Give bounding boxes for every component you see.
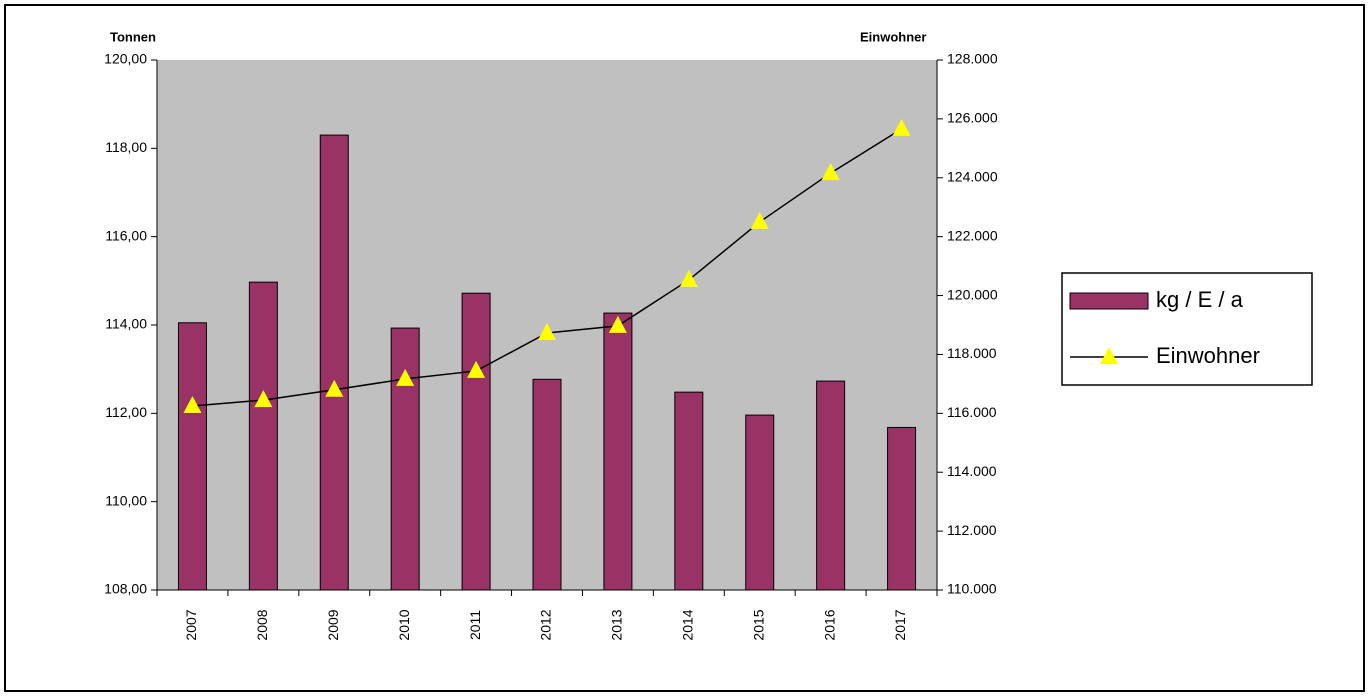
legend-marker (1100, 347, 1118, 364)
marker (538, 322, 556, 340)
bar (745, 414, 775, 591)
y-axis-title: Tonnen (110, 29, 156, 44)
legend-label: kg / E / a (1156, 287, 1244, 312)
x-tick-label: 2013 (609, 609, 625, 640)
x-tick-label: 2014 (680, 609, 696, 640)
x-tick-label: 2010 (396, 609, 412, 640)
marker (254, 390, 273, 408)
y2-tick-label: 110.000 (947, 581, 997, 597)
y2-axis-title: Einwohner (860, 29, 926, 44)
y-tick-label: 120,00 (104, 51, 147, 67)
marker (821, 163, 840, 181)
bar (887, 426, 917, 591)
bar (177, 322, 207, 591)
bar (461, 292, 491, 591)
y-tick-label: 112,00 (105, 404, 147, 420)
bar (816, 380, 846, 591)
marker (892, 118, 911, 136)
bar (674, 391, 704, 591)
bar (603, 312, 633, 591)
marker (750, 211, 769, 229)
y2-tick-label: 128.000 (947, 51, 998, 67)
x-tick-label: 2008 (254, 609, 270, 640)
bar (319, 134, 349, 591)
y2-tick-label: 120.000 (947, 286, 998, 302)
y-tick-label: 118,00 (105, 139, 147, 155)
bar (248, 281, 278, 591)
legend-swatch (1069, 292, 1149, 310)
x-tick-label: 2017 (892, 609, 908, 640)
y-tick-label: 108,00 (104, 581, 147, 597)
y2-tick-label: 124.000 (947, 168, 998, 184)
x-tick-label: 2009 (325, 609, 341, 640)
y-tick-label: 116,00 (105, 227, 147, 243)
x-tick-label: 2011 (467, 610, 483, 640)
marker (467, 360, 486, 378)
marker (679, 269, 698, 287)
marker (183, 395, 202, 413)
x-tick-label: 2012 (538, 609, 554, 640)
legend-box (1061, 272, 1313, 386)
y2-tick-label: 122.000 (947, 227, 998, 243)
x-tick-label: 2007 (183, 609, 199, 640)
legend-label: Einwohner (1156, 343, 1260, 368)
x-tick-label: 2016 (821, 609, 837, 640)
y-tick-label: 110,00 (105, 492, 147, 508)
x-tick-label: 2015 (750, 609, 766, 640)
y-tick-label: 114,00 (105, 316, 147, 332)
y2-tick-label: 114.000 (947, 463, 997, 479)
marker (608, 315, 627, 333)
y2-tick-label: 118.000 (947, 345, 997, 361)
marker (325, 379, 344, 397)
y2-tick-label: 112.000 (947, 522, 997, 538)
bar (532, 378, 562, 591)
bar (390, 327, 420, 591)
y2-tick-label: 126.000 (947, 110, 998, 126)
y2-tick-label: 116.000 (947, 404, 997, 420)
marker (396, 368, 415, 386)
